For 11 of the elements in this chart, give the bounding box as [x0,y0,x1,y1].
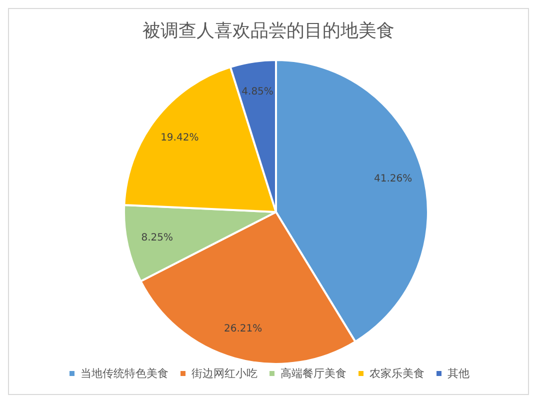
legend-label: 街边网红小吃 [192,367,258,380]
legend-label: 高端餐厅美食 [280,367,346,380]
data-label: 4.85% [242,86,274,98]
legend-label: 其他 [448,367,470,380]
data-label: 41.26% [374,174,412,185]
data-label: 8.25% [141,232,174,244]
legend-label: 当地传统特色美食 [80,367,168,380]
data-label: 19.42% [160,132,199,144]
data-label: 26.21% [224,324,262,335]
chart-title: 被调查人喜欢品尝的目的地美食 [142,20,394,42]
legend-label: 农家乐美食 [370,367,424,380]
